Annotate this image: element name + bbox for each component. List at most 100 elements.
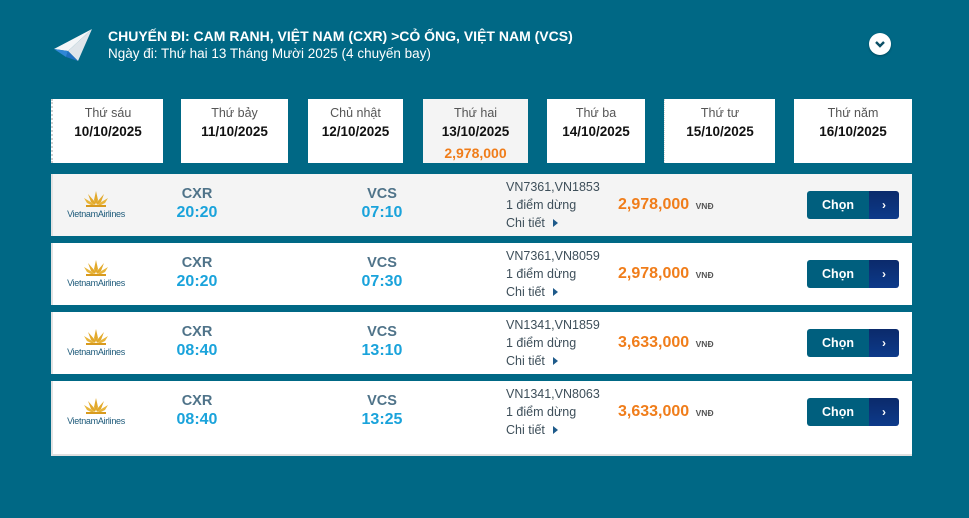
departure-time: 20:20 bbox=[176, 273, 218, 290]
choose-button[interactable]: Chọn › bbox=[807, 398, 899, 426]
arrival-time: 13:10 bbox=[361, 342, 403, 359]
chevron-right-icon: › bbox=[869, 398, 899, 426]
flight-number: VN7361,VN8059 bbox=[506, 249, 600, 263]
date-tabs: Thứ sáu 10/10/2025 Thứ bảy 11/10/2025 Ch… bbox=[0, 99, 969, 163]
departure-code: CXR bbox=[181, 186, 213, 202]
choose-button[interactable]: Chọn › bbox=[807, 191, 899, 219]
date-tab-dow: Thứ hai bbox=[453, 106, 498, 120]
route-header: CHUYẾN ĐI: CAM RANH, VIỆT NAM (CXR) >CỎ … bbox=[52, 24, 922, 68]
date-tab-13-10[interactable]: Thứ hai 13/10/2025 2,978,000 bbox=[423, 99, 528, 163]
stops: 1 điểm dừng bbox=[506, 198, 577, 212]
arrival-time: 07:30 bbox=[361, 273, 403, 290]
caret-right-icon bbox=[552, 219, 558, 227]
price: 3,633,000 VNĐ bbox=[618, 403, 714, 421]
price: 2,978,000 VNĐ bbox=[618, 196, 714, 214]
flight-info: VN7361,VN8059 1 điểm dừng Chi tiết bbox=[506, 247, 600, 301]
airline-logo: VietnamAirlines bbox=[61, 190, 131, 226]
flight-number: VN1341,VN8063 bbox=[506, 387, 600, 401]
date-tab-date: 12/10/2025 bbox=[321, 124, 390, 139]
chevron-right-icon: › bbox=[869, 260, 899, 288]
paper-plane-icon bbox=[54, 29, 92, 61]
details-label: Chi tiết bbox=[506, 285, 545, 299]
arrival-time: 13:25 bbox=[361, 411, 403, 428]
details-label: Chi tiết bbox=[506, 354, 545, 368]
arrival-code: VCS bbox=[367, 324, 397, 340]
details-link[interactable]: Chi tiết bbox=[506, 283, 558, 301]
date-tab-10-10[interactable]: Thứ sáu 10/10/2025 bbox=[51, 99, 163, 163]
date-tab-15-10[interactable]: Thứ tư 15/10/2025 bbox=[664, 99, 775, 163]
date-tab-dow: Thứ tư bbox=[700, 106, 740, 120]
price-amount: 2,978,000 bbox=[618, 265, 690, 282]
choose-label: Chọn bbox=[807, 191, 869, 219]
price-amount: 3,633,000 bbox=[618, 403, 690, 420]
arrival-time: 07:10 bbox=[361, 204, 403, 221]
departure-time: 08:40 bbox=[176, 411, 218, 428]
date-tab-date: 15/10/2025 bbox=[686, 124, 754, 139]
date-tab-date: 10/10/2025 bbox=[74, 124, 142, 139]
lotus-icon bbox=[84, 260, 108, 276]
currency: VNĐ bbox=[695, 201, 714, 211]
date-tab-price: 2,978,000 bbox=[444, 145, 507, 161]
choose-button[interactable]: Chọn › bbox=[807, 329, 899, 357]
details-link[interactable]: Chi tiết bbox=[506, 352, 558, 370]
chevron-right-icon: › bbox=[869, 329, 899, 357]
date-tab-dow: Thứ sáu bbox=[84, 106, 132, 120]
flight-row: VietnamAirlines CXR 20:20 VCS 07:10 VN73… bbox=[51, 174, 912, 236]
price: 2,978,000 VNĐ bbox=[618, 265, 714, 283]
stops: 1 điểm dừng bbox=[506, 267, 577, 281]
departure-time: 20:20 bbox=[176, 204, 218, 221]
flight-info: VN7361,VN1853 1 điểm dừng Chi tiết bbox=[506, 178, 600, 232]
price: 3,633,000 VNĐ bbox=[618, 334, 714, 352]
date-tab-dow: Thứ ba bbox=[575, 106, 617, 120]
date-tab-date: 16/10/2025 bbox=[819, 124, 887, 139]
details-label: Chi tiết bbox=[506, 216, 545, 230]
airline-logo: VietnamAirlines bbox=[61, 397, 131, 433]
details-label: Chi tiết bbox=[506, 423, 545, 437]
date-tab-date: 13/10/2025 bbox=[441, 124, 510, 139]
choose-button[interactable]: Chọn › bbox=[807, 260, 899, 288]
arrival-code: VCS bbox=[367, 255, 397, 271]
lotus-icon bbox=[84, 398, 108, 414]
flight-row: VietnamAirlines CXR 08:40 VCS 13:25 VN13… bbox=[51, 381, 912, 456]
stops: 1 điểm dừng bbox=[506, 336, 577, 350]
flight-info: VN1341,VN8063 1 điểm dừng Chi tiết bbox=[506, 385, 600, 439]
airline-logo: VietnamAirlines bbox=[61, 259, 131, 295]
flight-number: VN7361,VN1853 bbox=[506, 180, 600, 194]
choose-label: Chọn bbox=[807, 329, 869, 357]
date-tab-14-10[interactable]: Thứ ba 14/10/2025 bbox=[547, 99, 645, 163]
caret-right-icon bbox=[552, 426, 558, 434]
departure-code: CXR bbox=[181, 255, 213, 271]
choose-label: Chọn bbox=[807, 398, 869, 426]
airline-name: VietnamAirlines bbox=[67, 416, 125, 426]
date-tab-dow: Thứ bảy bbox=[211, 106, 258, 120]
date-tab-12-10[interactable]: Chủ nhật 12/10/2025 bbox=[308, 99, 403, 163]
currency: VNĐ bbox=[695, 270, 714, 280]
flight-row: VietnamAirlines CXR 20:20 VCS 07:30 VN73… bbox=[51, 243, 912, 305]
date-tab-11-10[interactable]: Thứ bảy 11/10/2025 bbox=[181, 99, 288, 163]
date-tab-date: 11/10/2025 bbox=[201, 124, 268, 139]
airline-name: VietnamAirlines bbox=[67, 347, 125, 357]
route-subtitle: Ngày đi: Thứ hai 13 Tháng Mười 2025 (4 c… bbox=[108, 46, 431, 61]
arrival-code: VCS bbox=[367, 186, 397, 202]
route-title: CHUYẾN ĐI: CAM RANH, VIỆT NAM (CXR) >CỎ … bbox=[108, 28, 573, 44]
caret-right-icon bbox=[552, 288, 558, 296]
collapse-button[interactable] bbox=[869, 33, 891, 55]
date-tab-dow: Thứ năm bbox=[827, 106, 879, 120]
details-link[interactable]: Chi tiết bbox=[506, 421, 558, 439]
price-amount: 3,633,000 bbox=[618, 334, 690, 351]
price-amount: 2,978,000 bbox=[618, 196, 690, 213]
departure-code: CXR bbox=[181, 324, 213, 340]
departure-time: 08:40 bbox=[176, 342, 218, 359]
airline-name: VietnamAirlines bbox=[67, 278, 125, 288]
details-link[interactable]: Chi tiết bbox=[506, 214, 558, 232]
date-tab-date: 14/10/2025 bbox=[562, 124, 630, 139]
caret-right-icon bbox=[552, 357, 558, 365]
flight-number: VN1341,VN1859 bbox=[506, 318, 600, 332]
currency: VNĐ bbox=[695, 408, 714, 418]
date-tab-16-10[interactable]: Thứ năm 16/10/2025 bbox=[794, 99, 912, 163]
flight-row: VietnamAirlines CXR 08:40 VCS 13:10 VN13… bbox=[51, 312, 912, 374]
lotus-icon bbox=[84, 191, 108, 207]
choose-label: Chọn bbox=[807, 260, 869, 288]
currency: VNĐ bbox=[695, 339, 714, 349]
lotus-icon bbox=[84, 329, 108, 345]
